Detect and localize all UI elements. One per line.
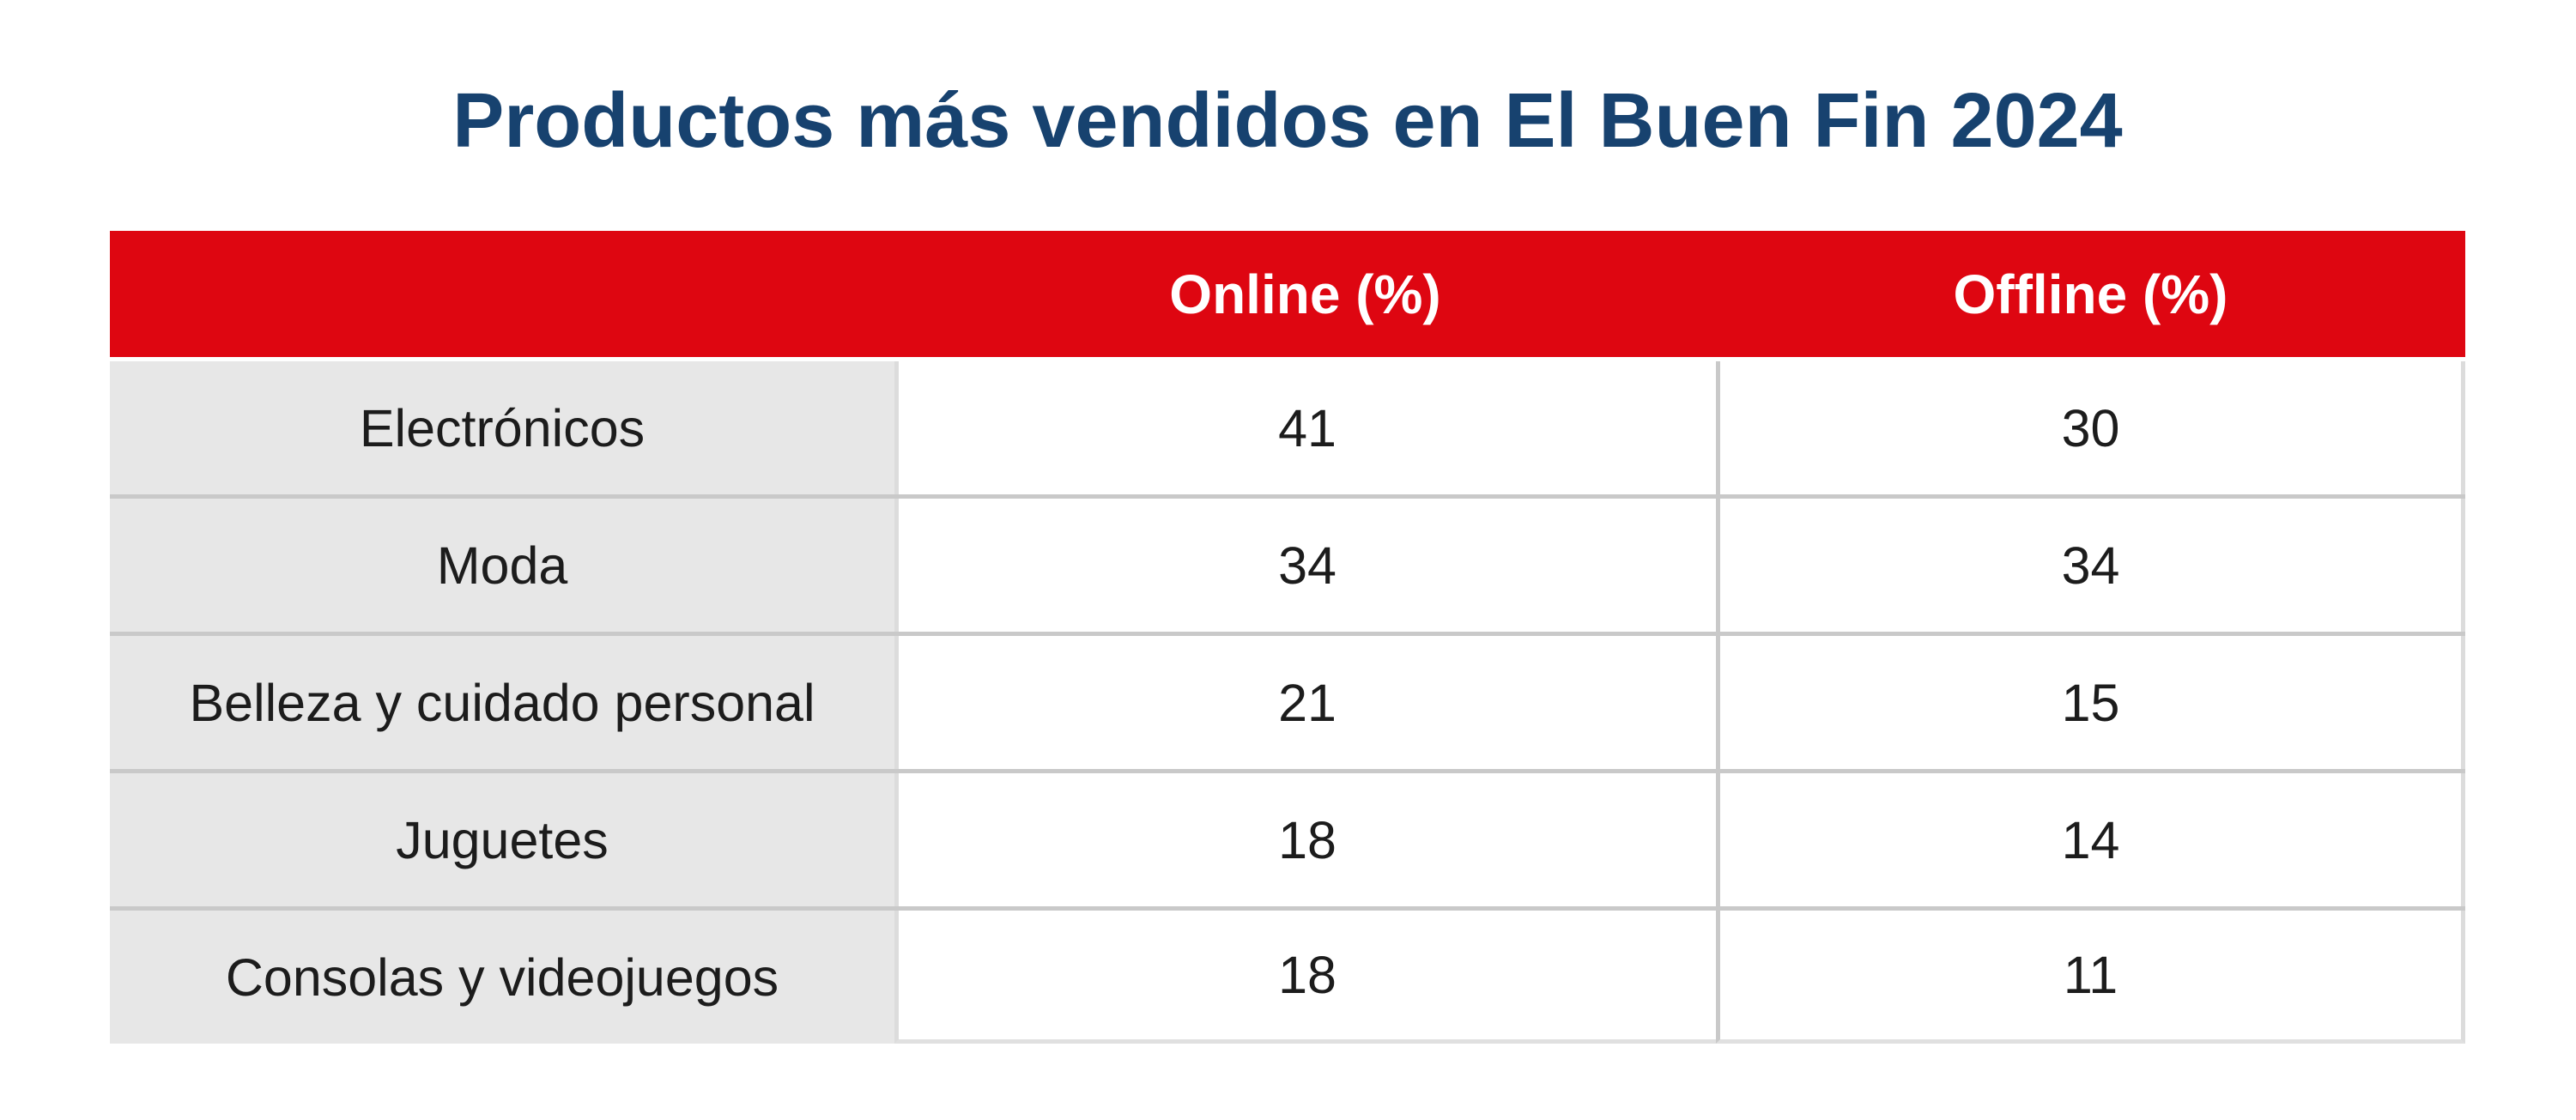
row-label: Juguetes bbox=[110, 773, 894, 906]
offline-value: 34 bbox=[1716, 499, 2465, 632]
table-row: Electrónicos 41 30 bbox=[110, 357, 2465, 494]
online-value: 41 bbox=[894, 361, 1716, 494]
header-cell-online: Online (%) bbox=[1169, 263, 1441, 325]
online-value: 18 bbox=[894, 911, 1716, 1044]
row-label: Consolas y videojuegos bbox=[110, 911, 894, 1044]
page-title: Productos más vendidos en El Buen Fin 20… bbox=[452, 78, 2123, 164]
online-value: 18 bbox=[894, 773, 1716, 906]
header-cell-offline: Offline (%) bbox=[1953, 263, 2228, 325]
table-row: Moda 34 34 bbox=[110, 494, 2465, 632]
online-value: 21 bbox=[894, 636, 1716, 769]
row-label: Electrónicos bbox=[110, 361, 894, 494]
table-header-row: Online (%) Offline (%) bbox=[110, 231, 2465, 357]
offline-value: 11 bbox=[1716, 911, 2465, 1044]
offline-value: 14 bbox=[1716, 773, 2465, 906]
header-cell-category-empty bbox=[110, 231, 894, 357]
row-label: Belleza y cuidado personal bbox=[110, 636, 894, 769]
online-value: 34 bbox=[894, 499, 1716, 632]
products-table: Online (%) Offline (%) Electrónicos 41 3… bbox=[110, 231, 2465, 1044]
row-label: Moda bbox=[110, 499, 894, 632]
offline-value: 15 bbox=[1716, 636, 2465, 769]
table-row: Juguetes 18 14 bbox=[110, 769, 2465, 906]
table-row: Belleza y cuidado personal 21 15 bbox=[110, 632, 2465, 769]
table-row: Consolas y videojuegos 18 11 bbox=[110, 906, 2465, 1044]
offline-value: 30 bbox=[1716, 361, 2465, 494]
